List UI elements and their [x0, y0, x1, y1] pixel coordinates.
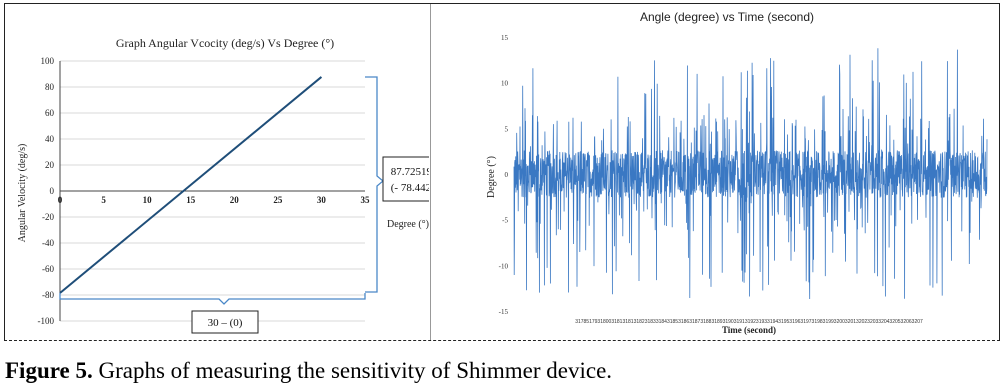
left-y-tick-label: 80 — [45, 82, 55, 92]
left-y-ticks: 100 80 60 40 20 0 -20 -40 -60 -80 -100 — [38, 56, 55, 326]
right-y-tick-label: 0 — [505, 171, 509, 179]
right-y-tick-label: -15 — [499, 308, 509, 316]
left-y-tick-label: 100 — [41, 56, 55, 66]
right-y-tick-label: 15 — [501, 34, 509, 42]
left-x-tick-label: 20 — [230, 195, 240, 205]
left-x-tick-label: 25 — [273, 195, 283, 205]
figure-caption: Figure 5. Graphs of measuring the sensit… — [5, 358, 612, 384]
right-x-tick-labels: 3178517931800318131813182318331843185318… — [575, 319, 923, 325]
left-grid — [60, 60, 365, 322]
run-annotation-box — [191, 310, 259, 334]
left-x-tick-label: 5 — [101, 195, 106, 205]
series-line — [59, 76, 323, 294]
left-y-tick-label: -40 — [42, 238, 54, 248]
right-y-tick-label: -5 — [502, 217, 508, 225]
figure-frame — [4, 3, 1000, 341]
left-chart-title: Graph Angular Vcocity (deg/s) Vs Degree … — [116, 36, 334, 50]
rise-annotation-box — [382, 156, 429, 202]
left-x-tick-label: 35 — [361, 195, 371, 205]
figure-label: Figure 5. — [5, 358, 93, 383]
panel-divider — [430, 4, 431, 340]
left-y-tick-label: -80 — [42, 290, 54, 300]
left-x-tick-label: 30 — [317, 195, 327, 205]
rise-annotation-bottom: (- 78.442748) — [391, 182, 429, 194]
left-y-axis-label: Angular Velocity (deg/s) — [17, 144, 28, 243]
left-y-tick-label: 20 — [45, 160, 55, 170]
rise-annotation-top: 87.7251908 – — [391, 166, 429, 178]
right-y-tick-label: -10 — [499, 262, 509, 270]
run-bracket — [59, 293, 366, 305]
left-y-tick-label: -60 — [42, 264, 54, 274]
left-x-tick-label: 15 — [186, 195, 196, 205]
left-y-tick-label: 40 — [45, 134, 55, 144]
figure-caption-text: Graphs of measuring the sensitivity of S… — [98, 358, 613, 383]
left-y-tick-label: -100 — [38, 316, 55, 326]
right-y-tick-label: 10 — [501, 80, 509, 88]
noise-series — [513, 48, 988, 300]
left-x-axis-label: Degree (°) — [387, 219, 429, 230]
left-y-tick-label: -20 — [42, 212, 54, 222]
right-y-ticks: 15 10 5 0 -5 -10 -15 — [499, 34, 509, 316]
right-y-tick-label: 5 — [505, 125, 509, 133]
left-y-tick-label: 0 — [50, 186, 55, 196]
right-x-axis-label: Time (second) — [722, 325, 776, 335]
left-y-tick-label: 60 — [45, 108, 55, 118]
rise-bracket — [365, 76, 385, 293]
left-x-tick-label: 10 — [143, 195, 153, 205]
run-annotation: 30 – (0) — [208, 317, 243, 329]
right-y-axis-label: Degree (°) — [486, 156, 497, 198]
angular-velocity-chart: Graph Angular Vcocity (deg/s) Vs Degree … — [17, 36, 429, 334]
angle-time-chart: Angle (degree) vs Time (second) 15 10 5 0 -5… — [486, 10, 988, 335]
right-chart-title: Angle (degree) vs Time (second) — [640, 10, 814, 24]
